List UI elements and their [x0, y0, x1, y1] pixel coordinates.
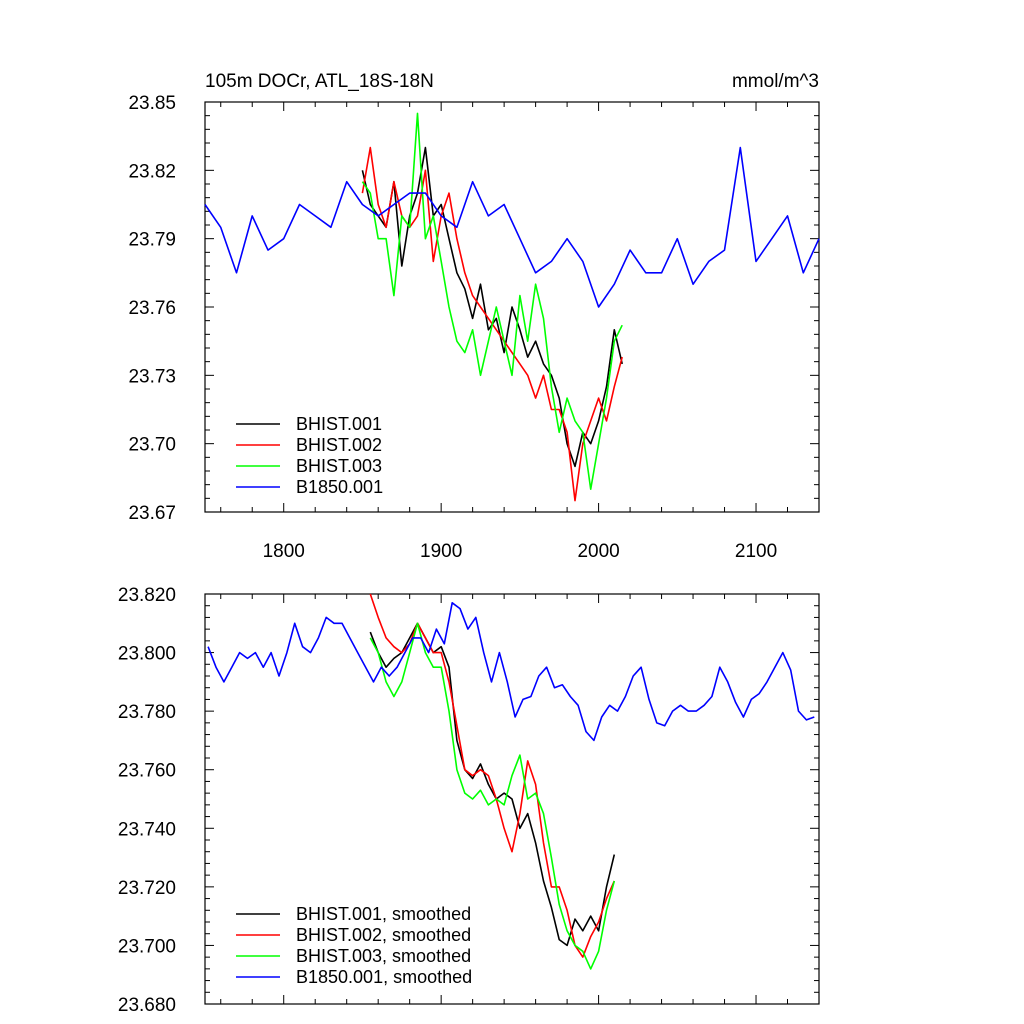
- bottom-legend-label-4: B1850.001, smoothed: [296, 967, 472, 987]
- top-plot: 105m DOCr, ATL_18S-18N mmol/m^3 23.8523.…: [128, 71, 820, 562]
- y-tick-label: 23.800: [118, 644, 176, 665]
- y-tick-label: 23.85: [128, 93, 176, 114]
- bottom-plot-series: [207, 593, 815, 970]
- y-tick-label: 23.82: [128, 161, 176, 182]
- y-tick-label: 23.700: [118, 936, 176, 957]
- y-tick-label: 23.760: [118, 761, 176, 782]
- bottom-plot-ticks: 23.820 23.800 23.780 23.760 23.740 23.720 23.7…: [118, 585, 820, 1016]
- y-tick-label: 23.720: [118, 878, 176, 899]
- y-tick-label: 23.740: [118, 819, 176, 840]
- top-legend-label-3: BHIST.003: [296, 456, 382, 476]
- x-tick-label: 2100: [735, 541, 777, 562]
- bottom-series-line-3: [369, 622, 616, 970]
- top-plot-ticks: 23.85 23.82 23.79 23.76 23.73 23.70 23.67 1800 1…: [128, 93, 820, 562]
- top-plot-units: mmol/m^3: [732, 71, 819, 92]
- bottom-legend-label-2: BHIST.002, smoothed: [296, 925, 471, 945]
- top-legend-label-2: BHIST.002: [296, 435, 382, 455]
- y-tick-label: 23.820: [118, 585, 176, 606]
- x-tick-label: 1900: [420, 541, 462, 562]
- y-tick-label: 23.79: [128, 230, 176, 251]
- y-tick-label: 23.780: [118, 702, 176, 723]
- top-legend-label-4: B1850.001: [296, 477, 383, 497]
- top-series-line-1: [361, 146, 623, 468]
- bottom-legend-label-3: BHIST.003, smoothed: [296, 946, 471, 966]
- x-tick-label: 2000: [577, 541, 619, 562]
- y-tick-label: 23.70: [128, 435, 176, 456]
- y-tick-label: 23.67: [128, 503, 176, 524]
- bottom-series-line-1: [369, 622, 616, 947]
- top-plot-series: [204, 112, 820, 502]
- bottom-legend-label-1: BHIST.001, smoothed: [296, 904, 471, 924]
- y-tick-label: 23.76: [128, 298, 176, 319]
- top-series-line-3: [361, 112, 623, 490]
- bottom-plot: 23.820 23.800 23.780 23.760 23.740 23.720 23.7…: [118, 585, 820, 1016]
- y-tick-label: 23.680: [118, 995, 176, 1016]
- top-series-line-4: [204, 146, 820, 308]
- bottom-plot-frame: [204, 593, 820, 1005]
- top-legend-label-1: BHIST.001: [296, 414, 382, 434]
- bottom-series-line-4: [207, 602, 815, 742]
- y-tick-label: 23.73: [128, 366, 176, 387]
- x-tick-label: 1800: [263, 541, 305, 562]
- top-plot-title: 105m DOCr, ATL_18S-18N: [205, 71, 434, 92]
